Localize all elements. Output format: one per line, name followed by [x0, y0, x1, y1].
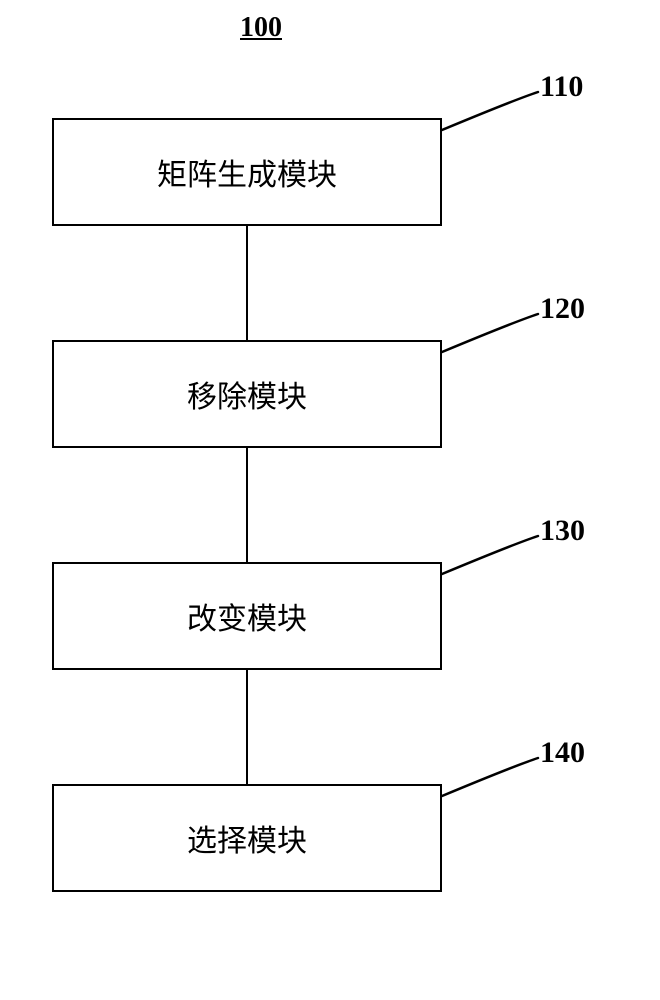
- module-box: 改变模块: [52, 562, 442, 670]
- reference-number: 110: [540, 70, 583, 104]
- reference-number: 120: [540, 292, 585, 326]
- reference-number: 140: [540, 736, 585, 770]
- module-label: 选择模块: [187, 816, 307, 860]
- reference-number: 130: [540, 514, 585, 548]
- module-box: 矩阵生成模块: [52, 118, 442, 226]
- diagram-title: 100: [240, 12, 282, 44]
- module-box: 选择模块: [52, 784, 442, 892]
- module-label: 矩阵生成模块: [157, 150, 337, 194]
- diagram-canvas: 100 矩阵生成模块 110 移除模块 120 改变模块 130 选择模块 140: [0, 0, 660, 1000]
- module-box: 移除模块: [52, 340, 442, 448]
- module-label: 移除模块: [187, 372, 307, 416]
- module-label: 改变模块: [187, 594, 307, 638]
